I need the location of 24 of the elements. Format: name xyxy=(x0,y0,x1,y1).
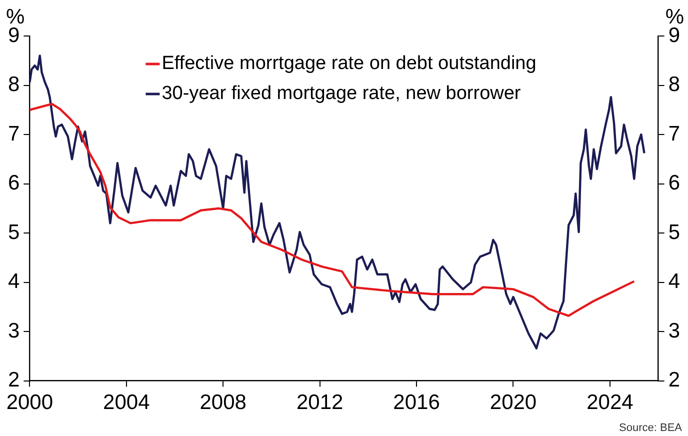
x-tick-label: 2008 xyxy=(200,391,246,414)
y2-tick-label: 3 xyxy=(668,319,680,342)
source-note: Source: BEA xyxy=(619,422,682,434)
legend-label: 30-year fixed mortgage rate, new borrower xyxy=(162,83,522,104)
x-tick-label: 2000 xyxy=(6,391,54,414)
y-tick-label: 3 xyxy=(8,319,20,342)
y-tick-label: 4 xyxy=(8,270,20,294)
y2-tick-label: 2 xyxy=(668,368,680,392)
y-tick-label: 2 xyxy=(8,368,20,392)
y2-tick-label: 8 xyxy=(668,73,680,96)
x-tick-label: 2012 xyxy=(296,391,344,414)
y-tick-label: 5 xyxy=(8,220,20,244)
y-tick-label: 6 xyxy=(8,172,20,195)
y-tick-label: 8 xyxy=(8,73,20,96)
y2-tick-label: 5 xyxy=(668,220,680,244)
x-tick-label: 2024 xyxy=(586,391,634,414)
y-tick-label: 7 xyxy=(8,122,20,146)
legend-label: Effective morrtgage rate on debt outstanding xyxy=(162,53,536,74)
y2-tick-label: 6 xyxy=(668,172,680,195)
x-tick-label: 2020 xyxy=(490,391,537,414)
x-tick-label: 2016 xyxy=(393,391,440,414)
y2-tick-label: 7 xyxy=(668,122,680,146)
x-tick-label: 2004 xyxy=(103,391,150,414)
y2-tick-label: 4 xyxy=(668,270,680,294)
